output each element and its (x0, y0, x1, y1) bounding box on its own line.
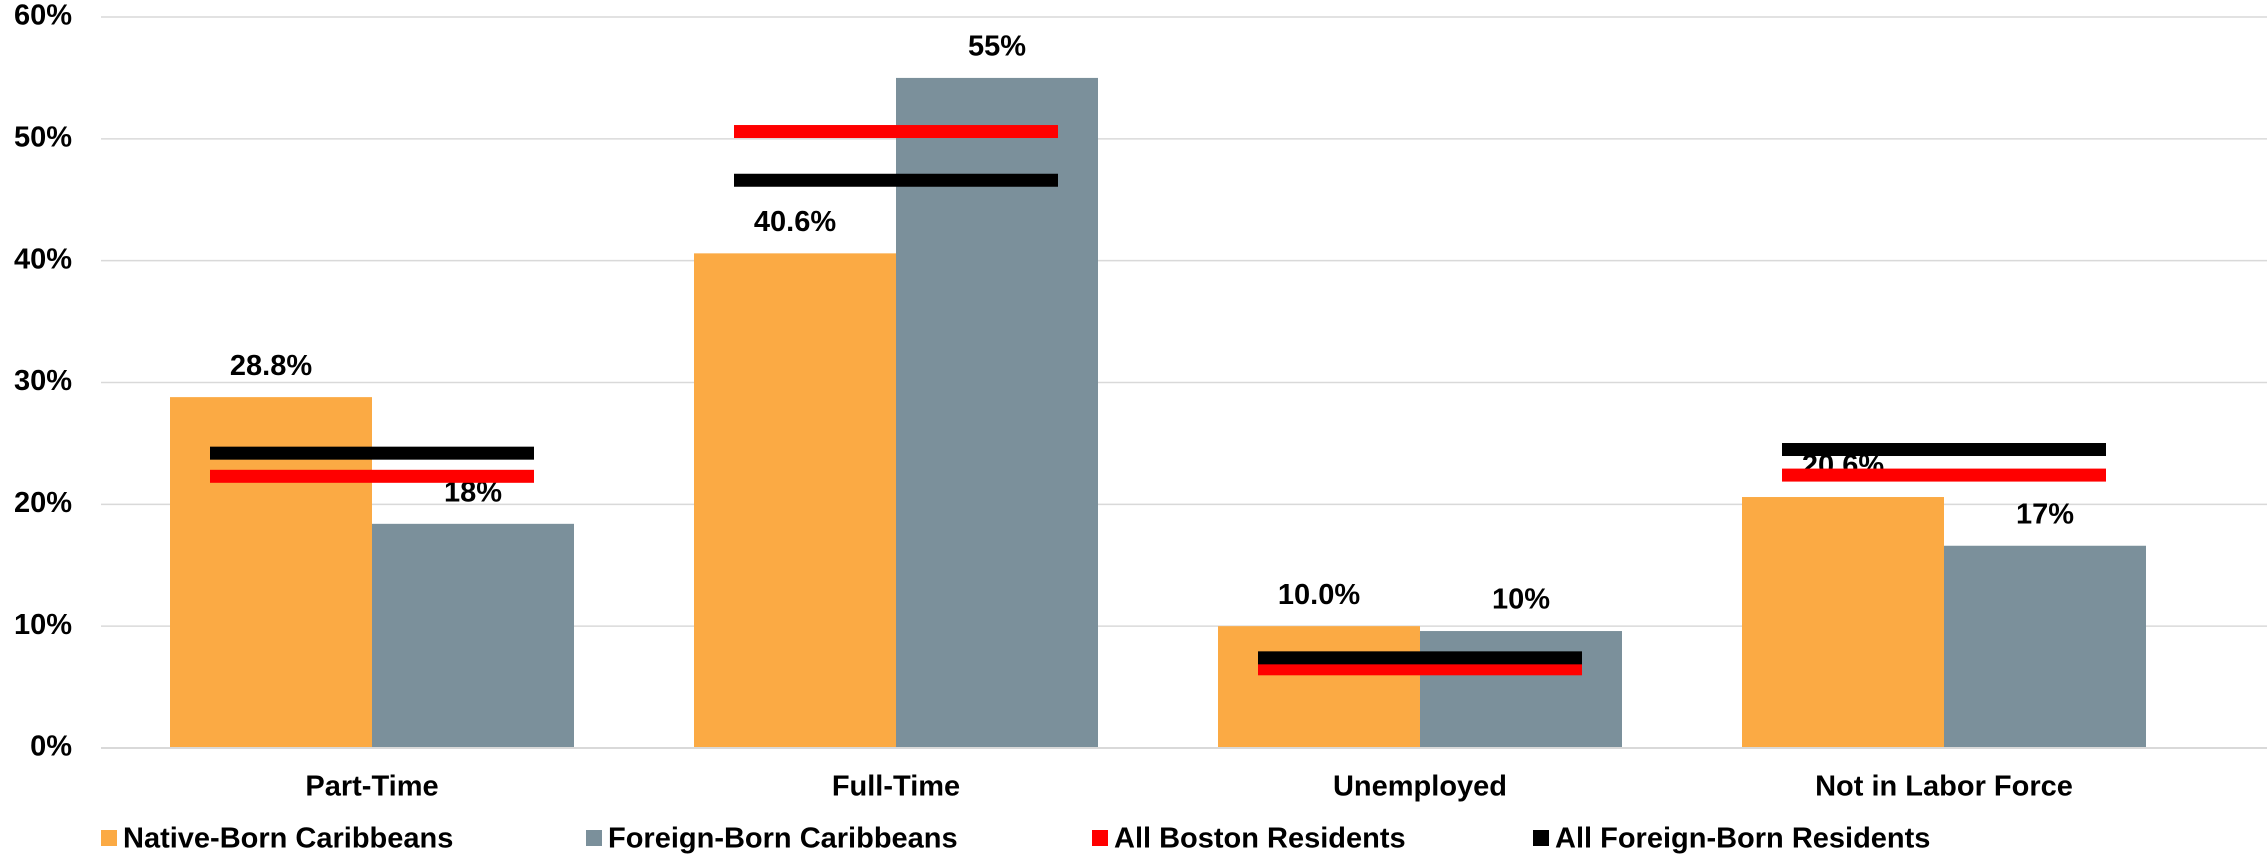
bar (372, 523, 574, 748)
bar (1420, 631, 1622, 748)
x-tick-label: Unemployed (1333, 771, 1507, 803)
y-tick-label: 0% (30, 731, 72, 763)
data-label: 17% (2016, 498, 2074, 530)
marker-line (1782, 443, 2106, 457)
bar (694, 253, 896, 748)
marker-line (734, 125, 1058, 139)
marker-line (210, 469, 534, 483)
marker-line (210, 446, 534, 460)
marker-line (1258, 662, 1582, 676)
bar (1944, 545, 2146, 748)
data-label: 40.6% (754, 206, 836, 238)
legend-label: Foreign-Born Caribbeans (608, 823, 958, 855)
marker-line (1782, 468, 2106, 482)
y-tick-label: 40% (14, 243, 72, 275)
legend-label: All Boston Residents (1114, 823, 1406, 855)
y-tick-label: 30% (14, 365, 72, 397)
legend-swatch (586, 830, 602, 846)
x-tick-label: Part-Time (305, 771, 438, 803)
y-tick-label: 10% (14, 609, 72, 641)
marker-line (734, 173, 1058, 187)
legend-swatch (101, 830, 117, 846)
marker-line (1258, 651, 1582, 665)
bar (1218, 626, 1420, 748)
x-tick-label: Full-Time (832, 771, 960, 803)
legend-swatch (1092, 830, 1108, 846)
data-label: 10% (1492, 584, 1550, 616)
legend-swatch (1533, 830, 1549, 846)
data-label: 10.0% (1278, 579, 1360, 611)
x-tick-label: Not in Labor Force (1815, 771, 2073, 803)
y-tick-label: 60% (14, 0, 72, 32)
bar (1742, 497, 1944, 748)
bar (896, 77, 1098, 748)
y-tick-label: 20% (14, 487, 72, 519)
y-tick-label: 50% (14, 121, 72, 153)
data-label: 28.8% (230, 350, 312, 382)
legend-label: All Foreign-Born Residents (1555, 823, 1930, 855)
legend-label: Native-Born Caribbeans (123, 823, 453, 855)
data-label: 55% (968, 31, 1026, 63)
